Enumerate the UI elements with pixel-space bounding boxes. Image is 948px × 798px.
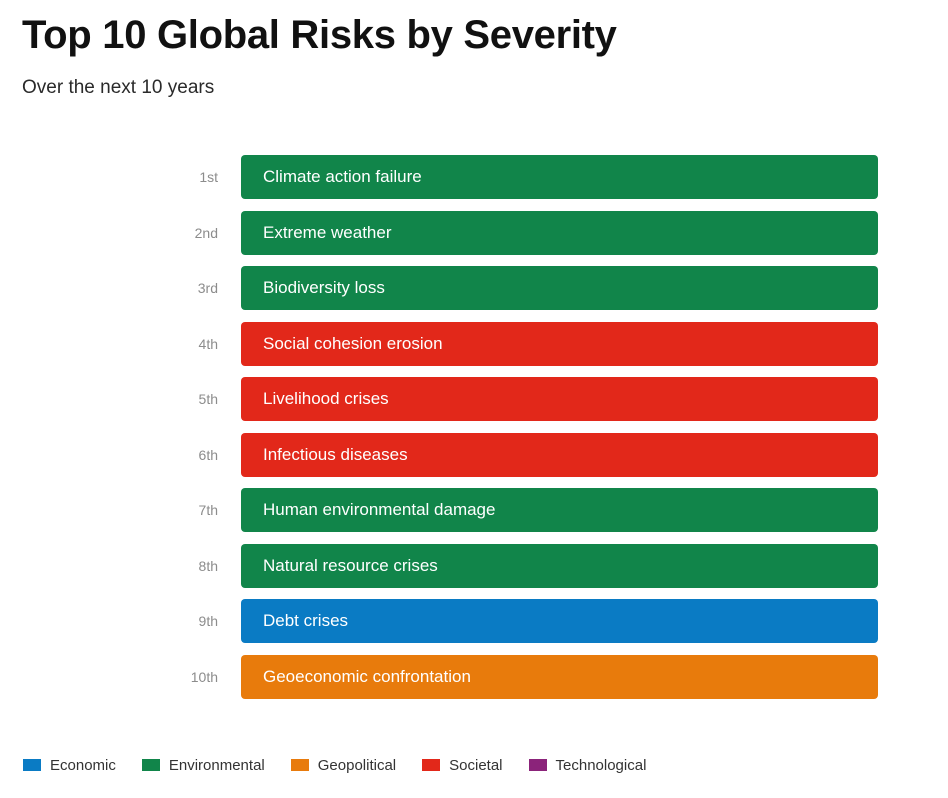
risk-bar: Social cohesion erosion (241, 321, 878, 366)
risk-row: 2nd Extreme weather (0, 210, 948, 255)
rank-label: 1st (199, 169, 218, 185)
risk-row: 6th Infectious diseases (0, 432, 948, 477)
category-legend: Economic Environmental Geopolitical Societa… (23, 755, 672, 775)
legend-swatch (290, 759, 309, 771)
risk-row: 10th Geoeconomic confrontation (0, 654, 948, 699)
rank-label: 2nd (194, 224, 218, 241)
risk-bar: Livelihood crises (241, 377, 878, 421)
rank-label: 5th (198, 391, 218, 407)
chart-title: Top 10 Global Risks by Severity (22, 13, 617, 57)
risk-row: 5th Livelihood crises (0, 377, 948, 421)
rank-label: 7th (198, 502, 218, 518)
risk-row: 7th Human environmental damage (0, 488, 948, 532)
risk-bar: Geoeconomic confrontation (241, 654, 878, 699)
legend-item: Environmental (141, 756, 265, 774)
legend-item: Geopolitical (290, 756, 397, 774)
chart-subtitle: Over the next 10 years (22, 77, 215, 98)
rank-label: 8th (198, 557, 218, 574)
risk-row: 3rd Biodiversity loss (0, 266, 948, 310)
risk-bar: Human environmental damage (241, 488, 878, 532)
rank-label: 10th (190, 668, 218, 685)
legend-swatch (422, 759, 441, 771)
rank-label: 4th (198, 335, 218, 352)
legend-swatch (528, 759, 547, 771)
legend-item: Technological (528, 756, 647, 774)
legend-label: Societal (449, 756, 503, 774)
risk-ranking-list: 1st Climate action failure 2nd Extreme weat… (0, 155, 948, 710)
risk-bar: Biodiversity loss (241, 266, 878, 310)
legend-item: Societal (422, 756, 503, 774)
risk-bar: Debt crises (241, 599, 878, 643)
rank-label: 3rd (197, 280, 218, 296)
rank-label: 6th (198, 446, 218, 463)
risk-row: 8th Natural resource crises (0, 543, 948, 588)
legend-swatch (141, 759, 160, 771)
risk-bar: Infectious diseases (241, 432, 878, 477)
risk-bar: Natural resource crises (241, 543, 878, 588)
legend-swatch (23, 759, 41, 771)
legend-label: Environmental (168, 756, 265, 774)
rank-label: 9th (198, 613, 218, 629)
legend-label: Technological (555, 756, 647, 774)
legend-label: Geopolitical (317, 756, 397, 774)
legend-label: Economic (50, 756, 116, 774)
risk-row: 4th Social cohesion erosion (0, 321, 948, 366)
legend-item: Economic (23, 757, 116, 774)
risk-bar: Climate action failure (241, 155, 878, 199)
risk-row: 9th Debt crises (0, 599, 948, 643)
risk-bar: Extreme weather (241, 210, 878, 255)
risk-row: 1st Climate action failure (0, 155, 948, 199)
